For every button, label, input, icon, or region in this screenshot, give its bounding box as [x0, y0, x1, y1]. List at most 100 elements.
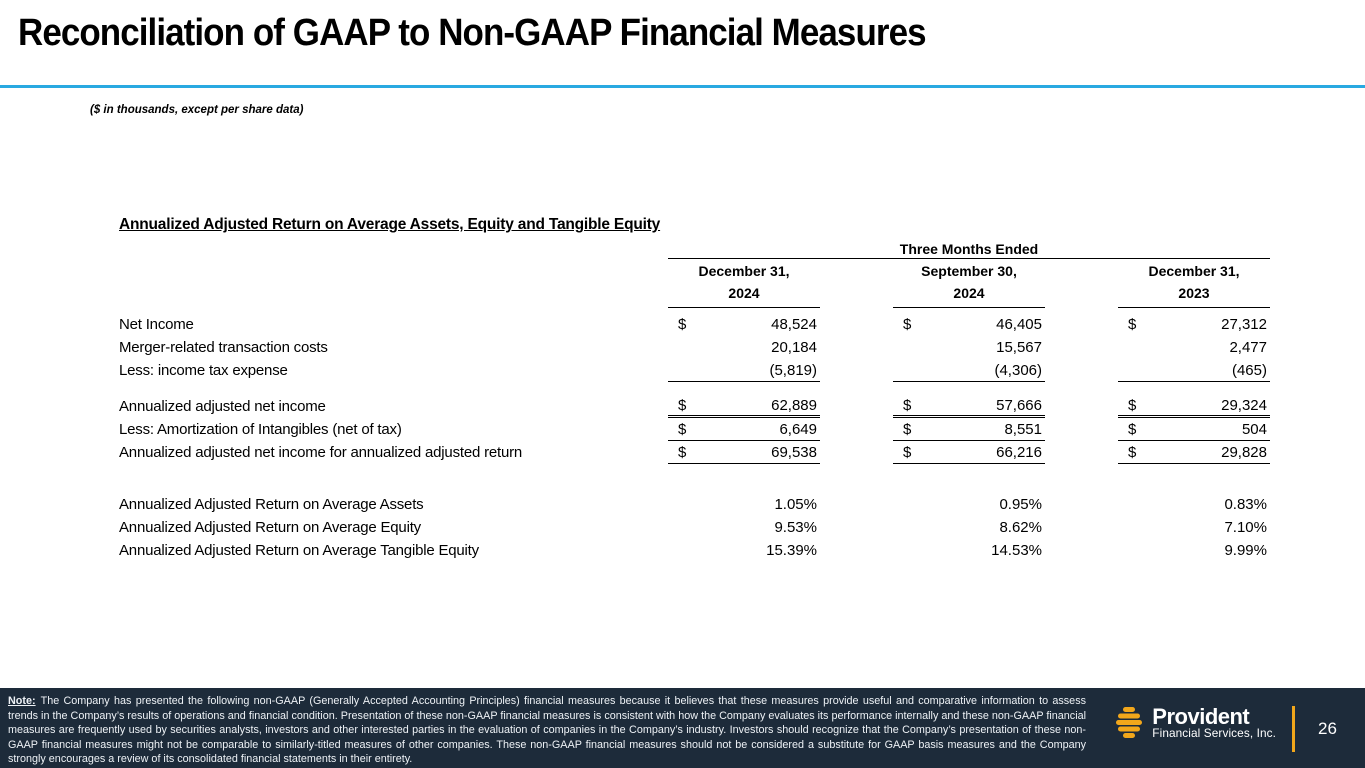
amount: 62,889	[771, 396, 817, 414]
value-cell: $46,405	[893, 313, 1045, 336]
row-label: Annualized adjusted net income	[119, 398, 326, 415]
column-header-sep-2024: September 30, 2024	[893, 260, 1045, 308]
provident-logo: Provident Financial Services, Inc.	[1113, 705, 1276, 741]
amount: 29,324	[1221, 396, 1267, 414]
value-cell: $48,524	[668, 313, 820, 336]
amount: 0.83%	[1224, 496, 1267, 513]
amount: 0.95%	[999, 496, 1042, 513]
column-header-dec-2023: December 31, 2023	[1118, 260, 1270, 308]
row-label: Annualized adjusted net income for annua…	[119, 444, 523, 461]
value-cell: $6,649	[668, 418, 820, 441]
row-label: Annualized Adjusted Return on Average Eq…	[119, 519, 421, 536]
amount: 69,538	[771, 443, 817, 461]
value-cell: (465)	[1118, 359, 1270, 382]
column-header-dec-2024: December 31, 2024	[668, 260, 820, 308]
footer-band: Note: The Company has presented the follo…	[0, 688, 1365, 768]
dollar-sign: $	[1128, 396, 1137, 414]
dollar-sign: $	[678, 396, 687, 414]
amount: 2,477	[1229, 339, 1267, 356]
value-cell: 9.99%	[1118, 539, 1270, 562]
value-cell: 9.53%	[668, 516, 820, 539]
dollar-sign: $	[1128, 316, 1137, 333]
table-body: Net Income $48,524 $46,405 $27,312 Merge…	[119, 313, 1270, 562]
value-cell: $27,312	[1118, 313, 1270, 336]
amount: 15.39%	[766, 542, 817, 559]
table-column-headers: December 31, 2024 September 30, 2024 Dec…	[119, 260, 1270, 309]
brand-subname: Financial Services, Inc.	[1152, 725, 1276, 740]
amount: 27,312	[1221, 316, 1267, 333]
amount: 66,216	[996, 443, 1042, 461]
value-cell: (4,306)	[893, 359, 1045, 382]
table-row: Merger-related transaction costs 20,184 …	[119, 336, 1270, 359]
amount: 9.99%	[1224, 542, 1267, 559]
table-span-header: Three Months Ended	[668, 241, 1270, 259]
table-row: Annualized adjusted net income $62,889 $…	[119, 395, 1270, 418]
value-cell: $8,551	[893, 418, 1045, 441]
brand-names: Provident Financial Services, Inc.	[1152, 703, 1276, 740]
column-header-line2: 2024	[953, 285, 985, 301]
amount: 7.10%	[1224, 519, 1267, 536]
amount: (465)	[1231, 361, 1267, 379]
table-row: Annualized Adjusted Return on Average Ta…	[119, 539, 1270, 562]
table-row: Annualized Adjusted Return on Average Eq…	[119, 516, 1270, 539]
value-cell: $69,538	[668, 441, 820, 464]
value-cell: 8.62%	[893, 516, 1045, 539]
table-row: Annualized Adjusted Return on Average As…	[119, 493, 1270, 516]
amount: 20,184	[771, 339, 817, 356]
dollar-sign: $	[903, 396, 912, 414]
value-cell: $29,828	[1118, 441, 1270, 464]
amount: (4,306)	[994, 361, 1042, 379]
value-cell: $62,889	[668, 395, 820, 418]
page-title: Reconciliation of GAAP to Non-GAAP Finan…	[18, 12, 927, 54]
dollar-sign: $	[1128, 443, 1137, 461]
amount: 57,666	[996, 396, 1042, 414]
dollar-sign: $	[903, 316, 912, 333]
value-cell: (5,819)	[668, 359, 820, 382]
value-cell: 20,184	[668, 336, 820, 359]
amount: 504	[1241, 420, 1267, 438]
value-cell: 15.39%	[668, 539, 820, 562]
column-header-line2: 2024	[728, 285, 760, 301]
beehive-icon	[1116, 707, 1143, 738]
units-note: ($ in thousands, except per share data)	[90, 104, 304, 116]
dollar-sign: $	[678, 420, 687, 438]
value-cell: 15,567	[893, 336, 1045, 359]
value-cell: 2,477	[1118, 336, 1270, 359]
dollar-sign: $	[903, 420, 912, 438]
dollar-sign: $	[1128, 420, 1137, 438]
amount: 14.53%	[991, 542, 1042, 559]
page-number: 26	[1318, 719, 1337, 738]
value-cell: 7.10%	[1118, 516, 1270, 539]
dollar-sign: $	[903, 443, 912, 461]
amount: 29,828	[1221, 443, 1267, 461]
value-cell: $504	[1118, 418, 1270, 441]
reconciliation-table: Annualized Adjusted Return on Average As…	[119, 216, 1270, 562]
row-label: Less: income tax expense	[119, 362, 288, 379]
value-cell: $29,324	[1118, 395, 1270, 418]
row-label: Merger-related transaction costs	[119, 339, 328, 356]
column-header-line1: December 31,	[698, 263, 790, 279]
row-label: Less: Amortization of Intangibles (net o…	[119, 421, 402, 438]
row-label: Annualized Adjusted Return on Average As…	[119, 496, 424, 513]
note-text: The Company has presented the following …	[8, 695, 1086, 765]
table-heading: Annualized Adjusted Return on Average As…	[119, 216, 661, 233]
column-header-line1: September 30,	[921, 263, 1017, 279]
dollar-sign: $	[678, 316, 687, 333]
value-cell: 1.05%	[668, 493, 820, 516]
value-cell: $57,666	[893, 395, 1045, 418]
amount: 15,567	[996, 339, 1042, 356]
table-row: Less: Amortization of Intangibles (net o…	[119, 418, 1270, 441]
row-label: Annualized Adjusted Return on Average Ta…	[119, 542, 479, 559]
amount: 1.05%	[774, 496, 817, 513]
dollar-sign: $	[678, 443, 687, 461]
table-row: Annualized adjusted net income for annua…	[119, 441, 1270, 464]
table-row: Less: income tax expense (5,819) (4,306)…	[119, 359, 1270, 382]
value-cell: 0.95%	[893, 493, 1045, 516]
disclosure-note: Note: The Company has presented the follo…	[8, 694, 1086, 767]
amount: 46,405	[996, 316, 1042, 333]
title-accent-rule	[0, 85, 1365, 88]
column-header-line1: December 31,	[1148, 263, 1240, 279]
brand-name: Provident	[1152, 703, 1250, 729]
value-cell: 0.83%	[1118, 493, 1270, 516]
